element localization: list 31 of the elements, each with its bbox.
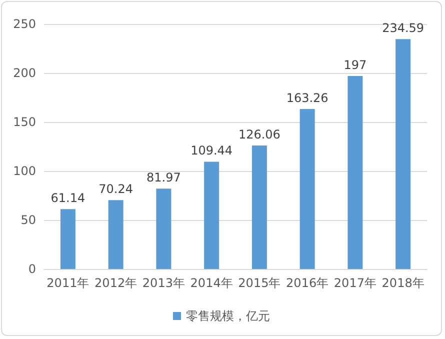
bar [252, 145, 267, 269]
data-label: 234.59 [382, 21, 424, 36]
data-label: 81.97 [146, 170, 181, 185]
x-tick-label: 2012年 [94, 276, 138, 290]
data-label: 70.24 [98, 182, 133, 196]
data-label: 109.44 [190, 144, 233, 158]
legend-label: 零售规模，亿元 [186, 309, 270, 323]
data-label: 61.14 [50, 191, 86, 206]
data-label: 197 [344, 58, 367, 72]
bar [204, 162, 220, 269]
x-tick-label: 2017年 [334, 276, 376, 290]
y-tick-label: 150 [13, 115, 36, 129]
bar [156, 188, 172, 269]
x-tick-label: 2016年 [286, 276, 329, 290]
x-tick-label: 2014年 [190, 276, 233, 290]
y-tick-label: 200 [13, 66, 36, 80]
bar [300, 109, 315, 269]
bar [396, 39, 411, 269]
x-tick-label: 2015年 [238, 276, 281, 290]
y-tick-label: 250 [13, 17, 36, 31]
y-tick-label: 100 [13, 164, 36, 178]
x-tick-label: 2018年 [382, 276, 424, 290]
data-label: 163.26 [286, 91, 328, 106]
data-label: 126.06 [238, 127, 280, 142]
bar [60, 209, 76, 269]
x-tick-label: 2013年 [142, 276, 185, 290]
x-tick-label: 2011年 [46, 276, 90, 290]
y-tick-label: 50 [20, 213, 36, 227]
bar [108, 200, 124, 269]
y-tick-label: 0 [28, 262, 36, 276]
bar [348, 76, 363, 269]
